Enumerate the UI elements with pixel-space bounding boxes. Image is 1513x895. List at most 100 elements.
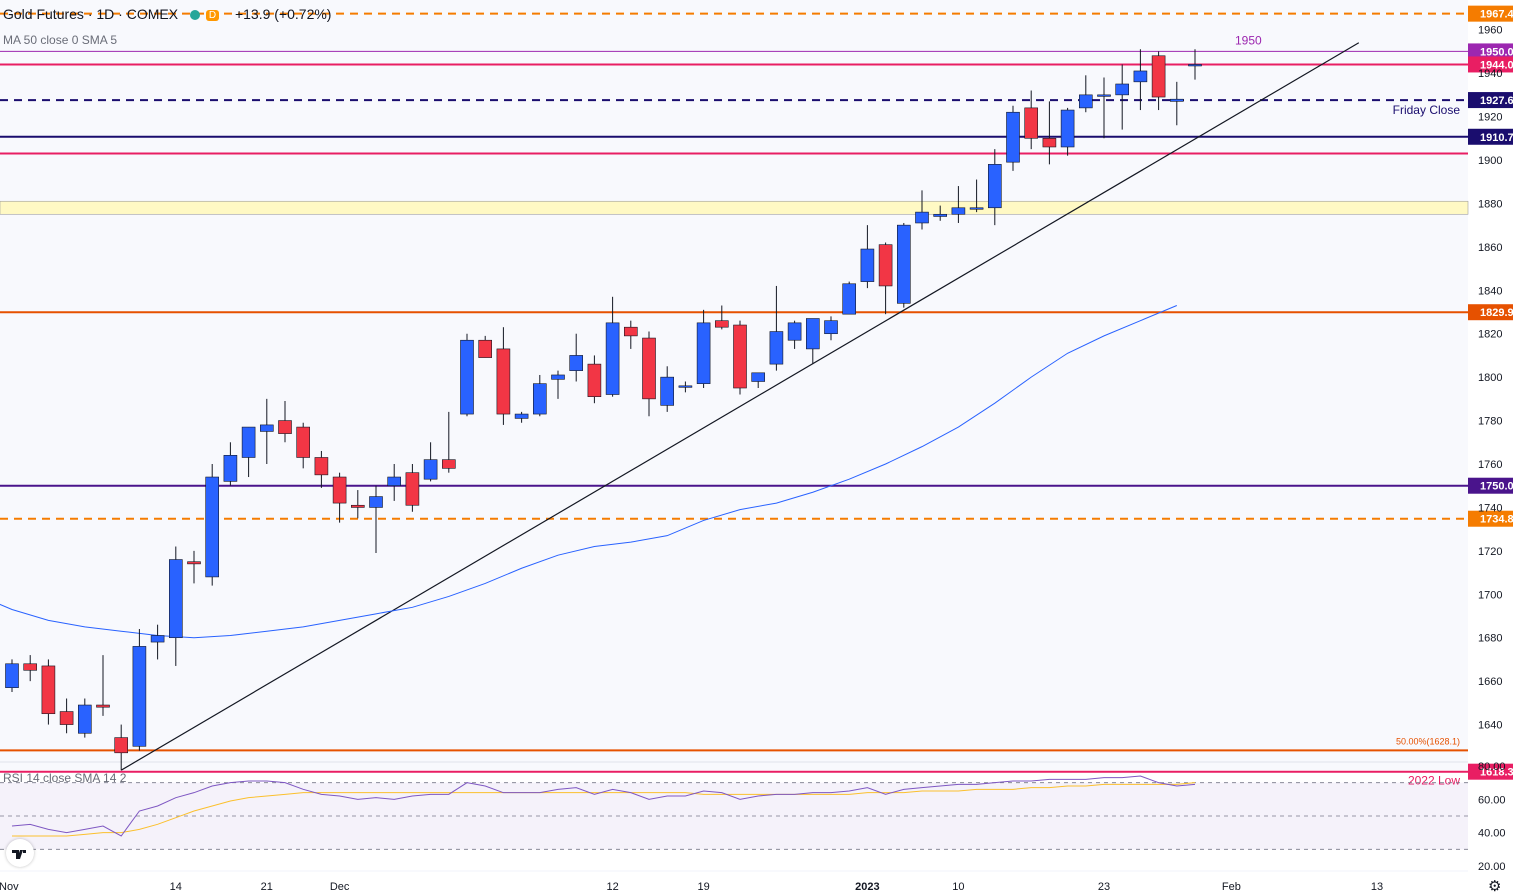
chart-annotation: Friday Close xyxy=(1393,103,1461,117)
candle-body xyxy=(187,561,201,565)
rsi-tick-label: 80.00 xyxy=(1478,761,1506,773)
level-price-tag xyxy=(1468,128,1513,145)
candle-body xyxy=(551,374,565,380)
chart-annotation: 2022 Low xyxy=(1408,774,1460,788)
candle-body xyxy=(369,496,383,508)
level-price-label: 1967.4 xyxy=(1480,9,1513,21)
candle-body xyxy=(1097,94,1111,97)
candle-body xyxy=(987,164,1002,209)
candle-body xyxy=(496,348,511,415)
y-tick-label: 1700 xyxy=(1478,589,1502,601)
candle-body xyxy=(751,372,766,382)
x-tick-label: 10 xyxy=(952,881,964,893)
candle-body xyxy=(205,476,219,578)
candle-body xyxy=(824,320,838,335)
candle-body xyxy=(259,424,274,432)
y-tick-label: 1880 xyxy=(1478,198,1502,210)
settings-gear-icon[interactable]: ⚙ xyxy=(1488,878,1502,895)
x-tick-label: 2023 xyxy=(855,881,879,893)
y-tick-label: 1660 xyxy=(1478,676,1502,688)
candle-body xyxy=(387,476,402,487)
trendline xyxy=(120,42,1360,771)
y-tick-label: 1640 xyxy=(1478,720,1502,732)
x-tick-label: 23 xyxy=(1098,881,1110,893)
candle-body xyxy=(241,426,256,458)
y-tick-label: 1860 xyxy=(1478,242,1502,254)
candle-body xyxy=(714,320,729,328)
candle-body xyxy=(969,207,984,210)
rsi-ma-line xyxy=(12,782,1196,837)
chart-header: Gold Futures · 1D · COMEX D +13.9 (+0.72… xyxy=(3,6,331,22)
candle-body xyxy=(1151,55,1166,98)
candle-body xyxy=(405,472,420,506)
market-status-icon xyxy=(189,10,200,21)
candle-body xyxy=(314,457,329,476)
rsi-line xyxy=(11,775,1196,837)
level-price-tag xyxy=(1468,477,1513,494)
candle-body xyxy=(460,339,474,415)
level-price-tag xyxy=(1468,510,1513,527)
candle-body xyxy=(169,559,183,639)
y-tick-label: 1740 xyxy=(1478,502,1502,514)
x-tick-label: 19 xyxy=(697,881,709,893)
level-price-label: 1618.3 xyxy=(1480,767,1513,779)
y-tick-label: 1920 xyxy=(1478,112,1502,124)
candle-body xyxy=(441,459,456,469)
level-price-tag xyxy=(1468,56,1513,73)
candle-body xyxy=(278,420,292,434)
candle-body xyxy=(1188,64,1202,67)
rsi-pane-background xyxy=(0,770,1468,870)
candle-body xyxy=(1170,98,1184,102)
candle-body xyxy=(933,213,948,217)
y-tick-label: 1960 xyxy=(1478,25,1502,37)
candle-body xyxy=(1115,83,1129,96)
level-price-label: 1944.0 xyxy=(1480,59,1513,71)
level-price-label: 1734.8 xyxy=(1480,514,1513,526)
candle-body xyxy=(605,322,620,395)
candle-body xyxy=(1042,137,1057,148)
level-price-tag xyxy=(1468,5,1513,22)
level-price-label: 1910.7 xyxy=(1480,132,1513,144)
rsi-tick-label: 60.00 xyxy=(1478,794,1506,806)
candle-body xyxy=(642,337,656,400)
candle-body xyxy=(1006,111,1020,163)
rsi-tick-label: 20.00 xyxy=(1478,861,1506,873)
candle-body xyxy=(1079,94,1093,109)
y-tick-label: 1780 xyxy=(1478,416,1502,428)
candle-body xyxy=(860,248,875,282)
candle-body xyxy=(478,339,493,358)
rsi-band-fill xyxy=(0,782,1468,850)
candle-body xyxy=(805,318,820,350)
symbol-title[interactable]: Gold Futures · 1D · COMEX xyxy=(3,6,179,22)
x-tick-label: 14 xyxy=(170,881,182,893)
candle-body xyxy=(678,385,693,388)
candle-body xyxy=(514,413,529,419)
candle-body xyxy=(423,459,438,480)
candle-body xyxy=(878,244,893,287)
x-tick-label: 13 xyxy=(1371,881,1383,893)
ma-indicator-label[interactable]: MA 50 close 0 SMA 5 xyxy=(3,33,118,47)
level-price-label: 1950.0 xyxy=(1480,46,1513,58)
level-price-tag xyxy=(1468,92,1513,109)
x-tick-label: 21 xyxy=(261,881,273,893)
tradingview-logo-icon[interactable] xyxy=(6,839,34,867)
rsi-indicator-label[interactable]: RSI 14 close SMA 14 2 xyxy=(3,771,127,785)
candle-body xyxy=(132,646,147,747)
level-price-tag xyxy=(1468,304,1513,321)
candle-body xyxy=(896,224,911,304)
candle-body xyxy=(769,331,784,365)
candle-body xyxy=(114,737,128,754)
candle-body xyxy=(41,665,56,715)
candle-body xyxy=(332,476,347,504)
candle-body xyxy=(842,283,857,315)
support-zone xyxy=(0,200,1469,215)
x-tick-label: Feb xyxy=(1222,881,1241,893)
candle-body xyxy=(587,363,602,397)
y-tick-label: 1680 xyxy=(1478,633,1502,645)
candle-body xyxy=(150,635,165,643)
candle-body xyxy=(660,376,675,406)
candle-body xyxy=(5,663,19,688)
price-change: +13.9 (+0.72%) xyxy=(234,6,332,22)
candle-body xyxy=(223,455,238,482)
